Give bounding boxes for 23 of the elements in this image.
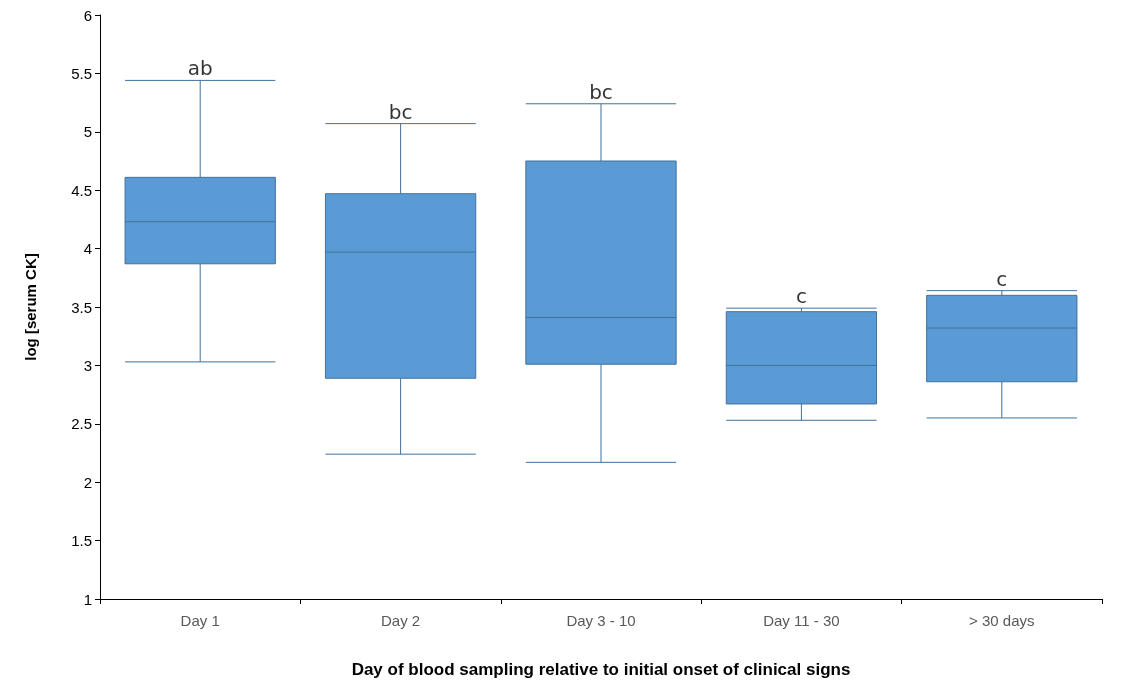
x-tick-label: Day 1 — [180, 612, 220, 629]
y-tick-label: 5.5 — [71, 64, 92, 82]
annotation: bc — [589, 79, 613, 104]
y-tick-label: 3.5 — [71, 298, 92, 316]
x-tick-label: > 30 days — [969, 612, 1035, 629]
y-tick-label: 6 — [83, 6, 92, 24]
y-tick-label: 5 — [83, 123, 92, 141]
annotation: c — [996, 266, 1008, 291]
x-tick-label: Day 11 - 30 — [763, 612, 840, 629]
y-tick-label: 4.5 — [71, 181, 92, 199]
y-tick-label: 3 — [83, 356, 92, 374]
y-tick-label: 4 — [83, 240, 92, 258]
x-tick-label: Day 3 - 10 — [566, 612, 636, 629]
annotation: bc — [388, 99, 413, 124]
y-tick-label: 1 — [83, 590, 92, 608]
annotation: c — [795, 284, 807, 309]
y-tick-label: 2.5 — [71, 415, 92, 433]
x-tick-label: Day 2 — [381, 612, 421, 629]
x-axis-title: Day of blood sampling relative to initial onset of clinical signs — [351, 660, 851, 679]
y-tick-label: 1.5 — [71, 532, 92, 550]
annotation: ab — [187, 56, 213, 81]
y-tick-label: 2 — [83, 473, 92, 491]
y-axis-title: log [serum CK] — [22, 253, 39, 361]
